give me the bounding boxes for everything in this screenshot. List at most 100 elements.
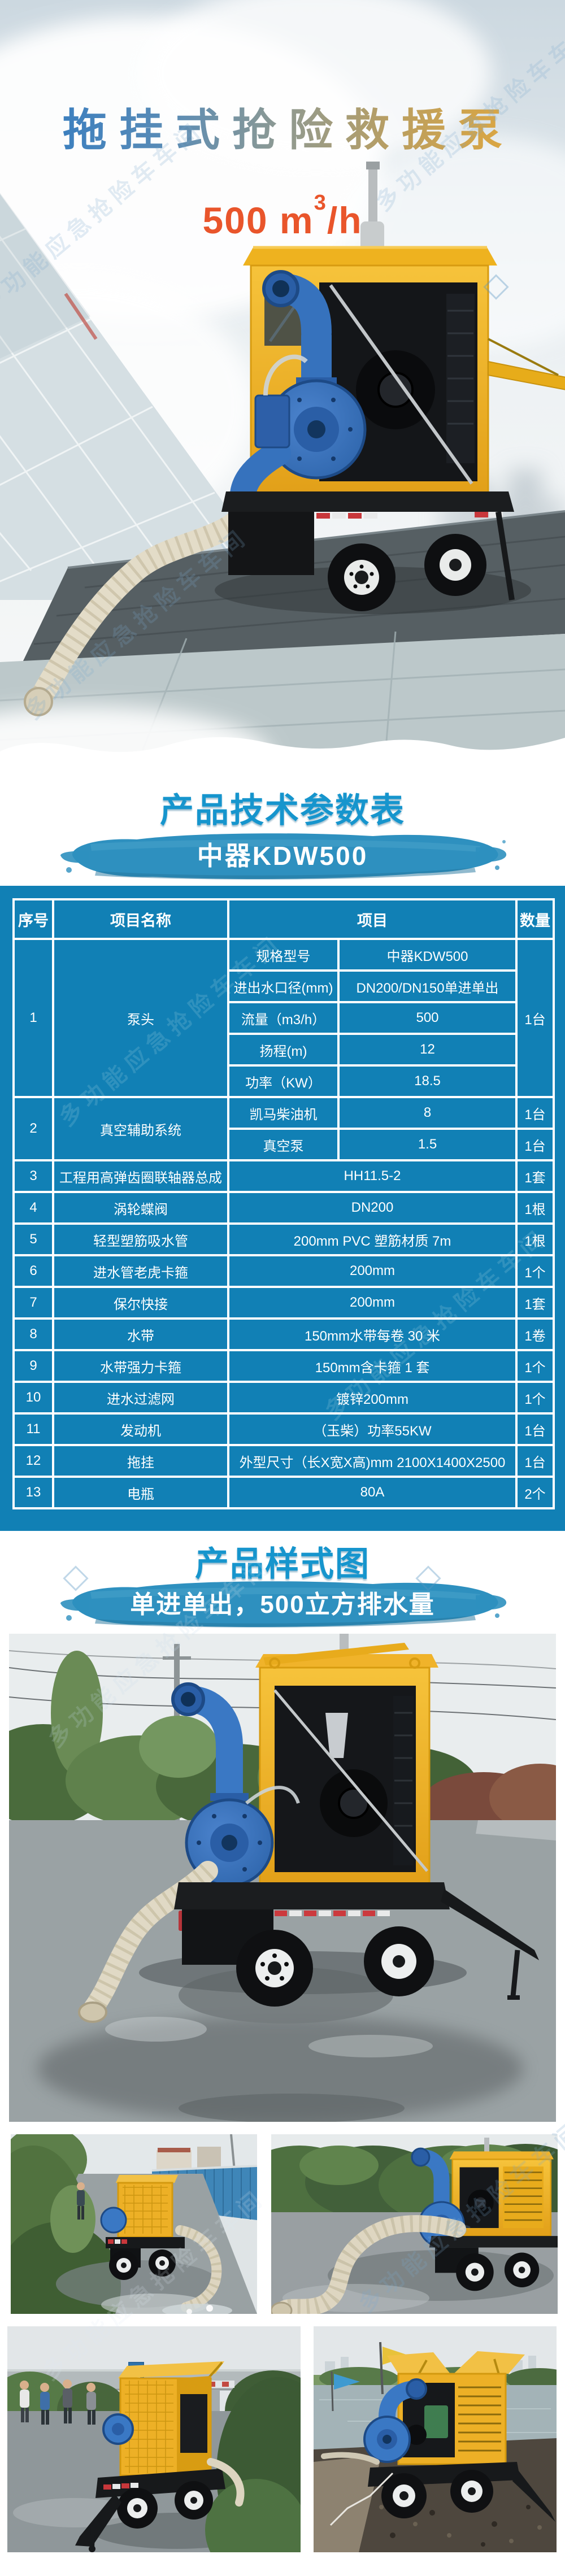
cell-no: 9 — [12, 1349, 54, 1383]
cell-name: 泵头 — [52, 938, 229, 1098]
trailer-illustration — [321, 2351, 555, 2526]
cell-name: 电瓶 — [52, 1476, 229, 1509]
cell-no: 5 — [12, 1222, 54, 1256]
params-section-title: 产品技术参数表 — [160, 791, 405, 829]
cell-label: 进出水口径(mm) — [227, 969, 340, 1003]
product-photo-2 — [271, 2134, 558, 2314]
cell-no: 10 — [12, 1381, 54, 1415]
cell-value: 200mm — [227, 1254, 518, 1288]
hero-photo — [0, 0, 565, 768]
table-row: 10 进水过滤网 镀锌200mm 1个 — [12, 1381, 555, 1415]
cell-no: 2 — [12, 1096, 54, 1161]
spec-table: 序号 项目名称 项目 数量 1 泵头 规格型号 中器KDW500 1台 进出水口… — [12, 898, 555, 1509]
cell-value: DN200 — [227, 1191, 518, 1225]
cell-value: （玉柴）功率55KW — [227, 1412, 518, 1446]
table-row: 流量（m3/h） 500 — [14, 1001, 554, 1035]
table-row: 5 轻型塑筋吸水管 200mm PVC 塑筋材质 7m 1根 — [12, 1222, 555, 1256]
col-header-name: 项目名称 — [52, 898, 229, 940]
trailer-illustration — [100, 2175, 232, 2314]
cell-qty: 1台 — [515, 1128, 555, 1161]
table-row: 8 水带 150mm水带每卷 30 米 1卷 — [12, 1317, 555, 1351]
cell-label: 扬程(m) — [227, 1033, 340, 1067]
cell-value: 150mm水带每卷 30 米 — [227, 1317, 518, 1351]
table-row: 3 工程用高弹齿圈联轴器总成 HH11.5-2 1套 — [12, 1159, 555, 1193]
table-row: 2 真空辅助系统 凯马柴油机 8 1台 — [12, 1096, 555, 1161]
col-header-item: 项目 — [227, 898, 518, 940]
cell-value: 200mm — [227, 1286, 518, 1320]
cell-value: 500 — [337, 1001, 518, 1035]
cell-qty: 1个 — [515, 1254, 555, 1288]
cell-no: 8 — [12, 1317, 54, 1351]
cell-name: 水带强力卡箍 — [52, 1349, 229, 1383]
cell-value: 80A — [227, 1476, 518, 1509]
col-header-qty: 数量 — [515, 898, 555, 940]
cell-name: 水带 — [52, 1317, 229, 1351]
cell-qty: 1个 — [515, 1349, 555, 1383]
table-row: 1 泵头 规格型号 中器KDW500 1台 — [12, 938, 555, 1098]
page-title: 拖挂式抢险救援泵 — [0, 95, 565, 158]
cell-qty: 1台 — [515, 1444, 555, 1478]
cell-label: 凯马柴油机 — [227, 1096, 340, 1130]
table-row: 扬程(m) 12 — [14, 1033, 554, 1067]
cell-name: 拖挂 — [52, 1444, 229, 1478]
cell-value: 200mm PVC 塑筋材质 7m — [227, 1222, 518, 1256]
model-badge: 中器KDW500 — [56, 827, 508, 881]
model-badge-label: 中器KDW500 — [197, 841, 368, 871]
cell-value: 外型尺寸（长X宽X高)mm 2100X1400X2500 — [227, 1444, 518, 1478]
cell-value: 镀锌200mm — [227, 1381, 518, 1415]
cell-no: 11 — [12, 1412, 54, 1446]
product-photo-1 — [11, 2134, 257, 2314]
cell-value: DN200/DN150单进单出 — [337, 969, 518, 1003]
cell-value: 12 — [337, 1033, 518, 1067]
cell-label: 规格型号 — [227, 938, 340, 972]
cell-value: 8 — [337, 1096, 518, 1130]
table-row: 进出水口径(mm) DN200/DN150单进单出 — [14, 969, 554, 1003]
trailer-illustration — [75, 2361, 245, 2552]
hero-section: 拖挂式抢险救援泵 500 m3/h — [0, 0, 565, 768]
table-row: 11 发动机 （玉柴）功率55KW 1台 — [12, 1412, 555, 1446]
cell-name: 真空辅助系统 — [52, 1096, 229, 1161]
col-header-no: 序号 — [12, 898, 54, 940]
cell-qty: 1个 — [515, 1381, 555, 1415]
table-row: 12 拖挂 外型尺寸（长X宽X高)mm 2100X1400X2500 1台 — [12, 1444, 555, 1478]
cell-value: 1.5 — [337, 1128, 518, 1161]
cell-name: 保尔快接 — [52, 1286, 229, 1320]
brush-stroke — [60, 1581, 507, 1628]
cell-name: 涡轮蝶阀 — [52, 1191, 229, 1225]
people-figures — [20, 2379, 96, 2425]
cell-qty: 1根 — [515, 1191, 555, 1225]
brush-stroke — [60, 833, 507, 880]
cell-qty: 1套 — [515, 1159, 555, 1193]
cell-label: 功率（KW） — [227, 1064, 340, 1098]
cell-qty: 1台 — [515, 1096, 555, 1130]
cell-value: 150mm含卡箍 1 套 — [227, 1349, 518, 1383]
table-row: 13 电瓶 80A 2个 — [12, 1476, 555, 1509]
cell-no: 3 — [12, 1159, 54, 1193]
cell-qty: 1卷 — [515, 1317, 555, 1351]
cell-qty: 1根 — [515, 1222, 555, 1256]
table-row: 7 保尔快接 200mm 1套 — [12, 1286, 555, 1320]
cell-value: 18.5 — [337, 1064, 518, 1098]
cell-no: 13 — [12, 1476, 54, 1509]
spec-table-panel: 序号 项目名称 项目 数量 1 泵头 规格型号 中器KDW500 1台 进出水口… — [0, 886, 565, 1531]
person-figure — [77, 2182, 85, 2220]
table-row: 功率（KW） 18.5 — [14, 1064, 554, 1098]
product-photo-4 — [314, 2326, 557, 2552]
table-row: 9 水带强力卡箍 150mm含卡箍 1 套 1个 — [12, 1349, 555, 1383]
product-photo-main — [9, 1634, 556, 2122]
cell-value: 中器KDW500 — [337, 938, 518, 972]
cell-no: 12 — [12, 1444, 54, 1478]
cell-name: 进水过滤网 — [52, 1381, 229, 1415]
cell-no: 6 — [12, 1254, 54, 1288]
trailer-illustration — [78, 1634, 539, 2023]
cell-qty: 1套 — [515, 1286, 555, 1320]
cell-qty: 2个 — [515, 1476, 555, 1509]
cell-no: 7 — [12, 1286, 54, 1320]
cell-qty: 1台 — [515, 938, 555, 1098]
hero-trailer-illustration — [24, 162, 565, 716]
cell-no: 1 — [12, 938, 54, 1098]
cell-name: 工程用高弹齿圈联轴器总成 — [52, 1159, 229, 1193]
cell-value: HH11.5-2 — [227, 1159, 518, 1193]
cell-label: 真空泵 — [227, 1128, 340, 1161]
